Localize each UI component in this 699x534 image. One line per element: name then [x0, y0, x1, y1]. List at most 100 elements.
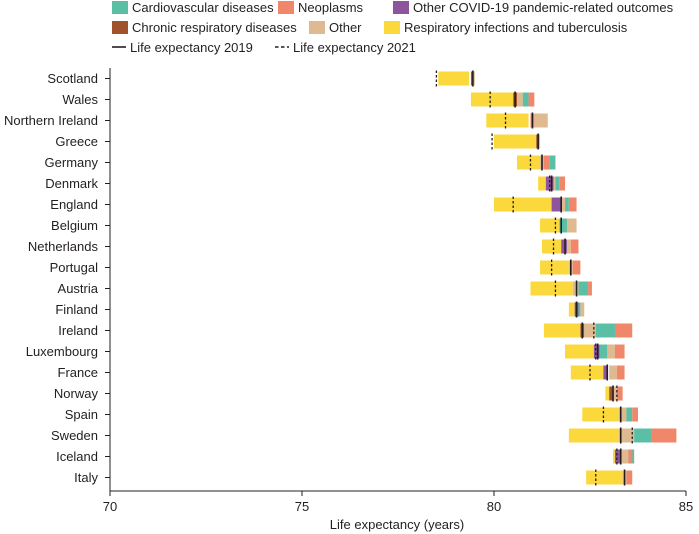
legend-item-respiratory-infections-and-tuberculosis: Respiratory infections and tuberculosis: [384, 20, 628, 35]
bar-segment-respiratory-infections-and-tuberculosis-scotland: [438, 71, 470, 86]
bar-segment-respiratory-infections-and-tuberculosis-france: [570, 365, 604, 380]
bar-segment-other-luxembourg: [607, 344, 615, 359]
bar-segment-respiratory-infections-and-tuberculosis-denmark: [538, 176, 546, 191]
bar-segment-neoplasms-denmark: [559, 176, 566, 191]
bar-segment-neoplasms-netherlands: [570, 239, 579, 254]
legend-item-chronic-respiratory-diseases: Chronic respiratory diseases: [112, 20, 297, 35]
bar-segment-other-greece: [538, 134, 541, 149]
bar-segment-respiratory-infections-and-tuberculosis-belgium: [540, 218, 560, 233]
y-tick-label-france: France: [58, 365, 98, 380]
y-tick-label-luxembourg: Luxembourg: [26, 344, 98, 359]
y-tick-label-germany: Germany: [45, 155, 99, 170]
bar-segment-cardiovascular-diseases-finland: [578, 302, 581, 317]
bar-segment-other-northern-ireland: [534, 113, 548, 128]
bar-segment-other-iceland: [620, 449, 629, 464]
y-tick-label-scotland: Scotland: [47, 71, 98, 86]
bar-segment-respiratory-infections-and-tuberculosis-ireland: [543, 323, 581, 338]
bar-segment-neoplasms-germany: [543, 155, 550, 170]
bar-segment-other-spain: [618, 407, 627, 422]
bar-segment-other-wales: [517, 92, 523, 107]
bar-segment-respiratory-infections-and-tuberculosis-sweden: [568, 428, 619, 443]
bar-segment-other-scotland: [472, 71, 475, 86]
y-tick-label-portugal: Portugal: [50, 260, 99, 275]
bar-segment-neoplasms-italy: [626, 470, 633, 485]
bar-segment-other-norway: [613, 386, 617, 401]
bar-segment-cardiovascular-diseases-ireland: [595, 323, 615, 338]
bar-segment-neoplasms-portugal: [572, 260, 581, 275]
x-tick-label-70: 70: [103, 499, 117, 514]
x-tick-label-85: 85: [679, 499, 693, 514]
y-tick-label-denmark: Denmark: [45, 176, 98, 191]
bar-segment-other-covid-19-pandemic-related-outcomes-netherlands: [561, 239, 567, 254]
bar-segment-other-denmark: [553, 176, 556, 191]
legend-label: Other: [329, 20, 362, 35]
bar-segment-neoplasms-sweden: [651, 428, 677, 443]
legend-swatch: [112, 21, 128, 34]
bar-segment-cardiovascular-diseases-wales: [522, 92, 529, 107]
bar-segment-respiratory-infections-and-tuberculosis-iceland: [613, 449, 615, 464]
bar-segment-other-england: [561, 197, 566, 212]
bar-segment-neoplasms-luxembourg: [614, 344, 625, 359]
bar-segment-neoplasms-ireland: [614, 323, 633, 338]
y-tick-label-northern-ireland: Northern Ireland: [4, 113, 98, 128]
bar-segment-chronic-respiratory-diseases-norway: [609, 386, 614, 401]
bar-segment-cardiovascular-diseases-denmark: [555, 176, 560, 191]
y-tick-label-england: England: [50, 197, 98, 212]
bar-segment-respiratory-infections-and-tuberculosis-netherlands: [542, 239, 562, 254]
bar-segment-neoplasms-england: [568, 197, 577, 212]
bar-segment-cardiovascular-diseases-spain: [626, 407, 633, 422]
bar-segment-respiratory-infections-and-tuberculosis-luxembourg: [565, 344, 594, 359]
bar-segment-other-belgium: [566, 218, 577, 233]
y-tick-label-spain: Spain: [65, 407, 98, 422]
legend-item-neoplasms: Neoplasms: [278, 0, 364, 15]
bar-segment-respiratory-infections-and-tuberculosis-spain: [582, 407, 619, 422]
bar-segment-neoplasms-iceland: [628, 449, 633, 464]
bar-segment-respiratory-infections-and-tuberculosis-northern-ireland: [486, 113, 529, 128]
bar-segment-other-covid-19-pandemic-related-outcomes-luxembourg: [593, 344, 600, 359]
y-tick-label-wales: Wales: [62, 92, 98, 107]
bar-segment-cardiovascular-diseases-sweden: [634, 428, 652, 443]
bar-segment-other-finland: [580, 302, 585, 317]
bar-segment-respiratory-infections-and-tuberculosis-finland: [568, 302, 575, 317]
legend-item-life-expectancy-2019: Life expectancy 2019: [112, 40, 253, 55]
y-tick-label-finland: Finland: [55, 302, 98, 317]
legend-item-life-expectancy-2021: Life expectancy 2021: [275, 40, 416, 55]
y-tick-label-netherlands: Netherlands: [28, 239, 99, 254]
y-tick-label-italy: Italy: [74, 470, 98, 485]
bar-segment-neoplasms-wales: [528, 92, 535, 107]
bar-segment-other-france: [609, 365, 617, 380]
legend-item-other: Other: [309, 20, 362, 35]
legend-swatch: [393, 1, 409, 14]
bar-segment-other-covid-19-pandemic-related-outcomes-iceland: [614, 449, 621, 464]
y-tick-label-norway: Norway: [54, 386, 99, 401]
axes: Scotland Wales Northern Ireland Greece Germa…: [4, 68, 693, 514]
y-tick-label-sweden: Sweden: [51, 428, 98, 443]
legend-swatch: [112, 1, 128, 14]
legend: Cardiovascular diseases Neoplasms Other CO…: [112, 0, 674, 55]
bar-segment-chronic-respiratory-diseases-greece: [536, 134, 539, 149]
bar-segment-other-covid-19-pandemic-related-outcomes-england: [551, 197, 562, 212]
x-tick-label-80: 80: [487, 499, 501, 514]
legend-label: Life expectancy 2019: [130, 40, 253, 55]
bar-segment-other-netherlands: [566, 239, 571, 254]
legend-item-other-covid-19-pandemic-related-outcomes: Other COVID-19 pandemic-related outcomes: [393, 0, 674, 15]
y-tick-label-greece: Greece: [55, 134, 98, 149]
bar-segment-other-austria: [572, 281, 579, 296]
y-tick-label-austria: Austria: [58, 281, 99, 296]
bar-segment-neoplasms-spain: [632, 407, 638, 422]
bar-segment-respiratory-infections-and-tuberculosis-england: [494, 197, 552, 212]
legend-label: Life expectancy 2021: [293, 40, 416, 55]
x-tick-label-75: 75: [295, 499, 309, 514]
bar-segment-neoplasms-austria: [588, 281, 592, 296]
bar-segment-cardiovascular-diseases-england: [565, 197, 569, 212]
bar-segment-neoplasms-france: [616, 365, 625, 380]
legend-label: Chronic respiratory diseases: [132, 20, 297, 35]
bar-segment-chronic-respiratory-diseases-scotland: [470, 71, 473, 86]
legend-label: Other COVID-19 pandemic-related outcomes: [413, 0, 674, 15]
bar-segment-cardiovascular-diseases-belgium: [559, 218, 567, 233]
y-tick-label-belgium: Belgium: [51, 218, 98, 233]
legend-swatch: [384, 21, 400, 34]
legend-item-cardiovascular-diseases: Cardiovascular diseases: [112, 0, 274, 15]
x-axis-label: Life expectancy (years): [330, 517, 464, 532]
